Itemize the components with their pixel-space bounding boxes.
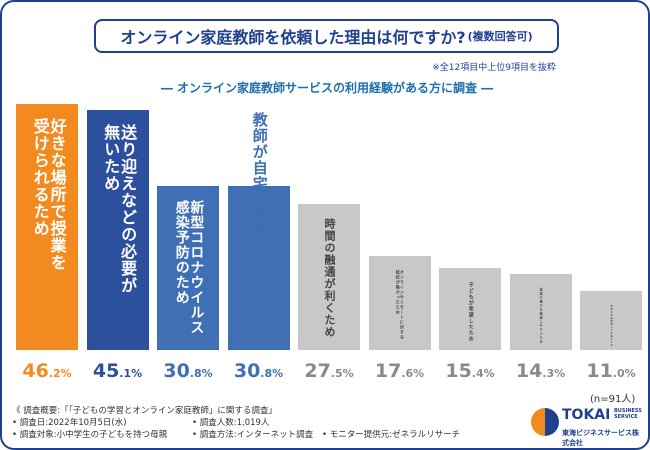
chart-title-sub: (複数回答可) xyxy=(467,30,533,43)
bar-value-label: 46.2% xyxy=(22,360,72,382)
bar-value-label: 30.8% xyxy=(233,360,284,382)
bar xyxy=(368,256,431,350)
bar-value-label: 27.5% xyxy=(304,360,354,382)
survey-provider: • モニター提供元:ゼネラルリサーチ xyxy=(322,430,461,440)
bar-category-label: 教師が自宅を訪問しないため xyxy=(250,112,269,320)
bar-value-label: 45.1% xyxy=(92,360,143,382)
bar xyxy=(509,273,572,350)
bar-value-label: 14.3% xyxy=(515,360,566,382)
logo-japanese-name: 東海ビジネスサービス株式会社 xyxy=(562,429,639,447)
bar xyxy=(298,203,360,350)
survey-target: • 調査対象:小中学生の子どもを持つ母親 xyxy=(12,430,168,440)
bar-value-label: 17.6% xyxy=(374,360,425,382)
logo-name: TOKAI xyxy=(562,407,611,423)
survey-footer: 《 調査概要:「「子どもの学習とオンライン家庭教師」に関する調査」 • 調査日:… xyxy=(12,404,552,440)
chart-subtitle: ― オンライン家庭教師サービスの利用経験がある方に調査 ― xyxy=(160,81,494,95)
bar-category-label: 子どもが希望したため xyxy=(467,282,474,342)
survey-overview: 《 調査概要:「「子どもの学習とオンライン家庭教師」に関する調査」 xyxy=(12,406,277,416)
logo-small-text: BUSINESS SERVICE xyxy=(614,408,642,420)
bar xyxy=(227,186,290,350)
bar-value-label: 30.8% xyxy=(163,360,213,382)
logo-mark-icon xyxy=(531,408,559,436)
bar-category-label: 好きな場所で授業を 受けられるため xyxy=(30,118,67,271)
bar xyxy=(580,291,642,350)
bar-category-label: 授業の様子を確認しやすいため xyxy=(539,287,544,344)
chart-title: オンライン家庭教師を依頼した理由は何ですか? xyxy=(120,28,466,47)
bar xyxy=(16,104,78,350)
company-logo: TOKAI BUSINESS SERVICE 東海ビジネスサービス株式会社 xyxy=(531,405,643,447)
bar xyxy=(439,268,501,350)
bar-category-label: 時間の融通が利くため xyxy=(323,217,337,338)
survey-method: • 調査方法:インターネット調査 xyxy=(192,430,314,440)
bar xyxy=(86,109,149,350)
bar-value-label: 11.0% xyxy=(586,360,636,382)
bar-category-label: 送り迎えなどの必要が 無いため xyxy=(101,123,138,294)
extract-note: ※全12項目中上位9項目を抜粋 xyxy=(432,63,556,73)
bar-category-label: オンラインやリモートに対する 抵抗が無かったため xyxy=(395,270,405,341)
title-box: オンライン家庭教師を依頼した理由は何ですか? (複数回答可) xyxy=(94,19,559,53)
bar-value-label: 15.4% xyxy=(445,360,495,382)
bar-category-label: 新型コロナウイルス 感染予防のため xyxy=(173,200,205,335)
survey-date: • 調査日:2022年10月5日(水) xyxy=(12,418,127,428)
bar xyxy=(157,186,219,350)
survey-count: • 調査人数:1,019人 xyxy=(192,418,270,428)
bar-category-label: 従来の家庭教師より安価なため xyxy=(610,305,613,348)
sample-size-note: (n=91人) xyxy=(590,394,636,405)
